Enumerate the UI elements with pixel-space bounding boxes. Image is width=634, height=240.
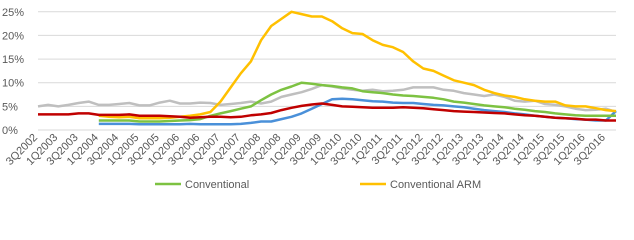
series-line [37,83,617,114]
series-line [98,81,616,123]
y-tick-label: 0% [2,125,18,137]
legend-label: Conventional ARM [390,179,481,191]
y-tick-label: 15% [2,54,24,66]
y-tick-label: 25% [2,7,24,19]
chart: 0%5%10%15%20%25%3Q20021Q20033Q20031Q2004… [2,7,617,191]
y-tick-label: 20% [2,30,24,42]
y-tick-label: 10% [2,78,24,90]
y-tick-label: 5% [2,101,18,113]
legend-label: Conventional [185,179,249,191]
series-line [38,102,616,122]
